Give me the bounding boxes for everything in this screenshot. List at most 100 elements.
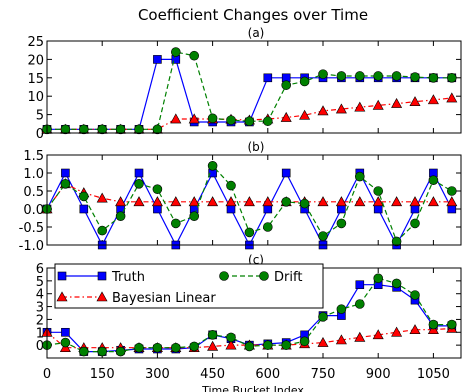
data-point (373, 204, 383, 214)
data-point (410, 290, 420, 300)
data-point (153, 55, 162, 64)
plot-frame (46, 40, 462, 134)
data-point (115, 346, 126, 357)
data-point (410, 218, 420, 229)
x-tick-label: 300 (145, 367, 170, 382)
data-point (134, 342, 144, 353)
data-point (447, 204, 457, 214)
data-point (373, 71, 384, 81)
data-point (133, 196, 145, 207)
data-point (115, 211, 126, 221)
data-point (79, 191, 89, 202)
data-point (372, 196, 384, 207)
data-point (207, 330, 218, 340)
data-point (189, 50, 199, 61)
legend-marker (97, 271, 107, 281)
y-tick-label: 1 (36, 326, 44, 341)
data-point (60, 124, 71, 135)
x-tick-label: 600 (255, 367, 280, 382)
data-point (446, 92, 458, 103)
data-point (244, 116, 255, 127)
data-point (225, 196, 237, 207)
data-point (335, 196, 347, 207)
data-point (428, 175, 439, 185)
data-point (335, 103, 347, 114)
data-point (170, 196, 182, 207)
data-point (152, 184, 163, 194)
data-point (262, 116, 273, 127)
data-point (409, 96, 421, 107)
data-point (97, 346, 107, 357)
y-tick-label: 1.0 (23, 167, 44, 182)
data-point (354, 171, 365, 182)
data-point (151, 196, 163, 207)
data-point (226, 332, 236, 343)
data-point (188, 113, 200, 124)
legend-label: Truth (111, 270, 145, 285)
data-point (299, 336, 310, 347)
data-point (317, 105, 329, 116)
data-point (354, 101, 366, 112)
y-tick-label: 6 (36, 262, 44, 277)
data-point (317, 196, 329, 207)
data-point (318, 312, 328, 322)
data-point (354, 331, 366, 342)
data-point (61, 327, 70, 337)
data-point (299, 109, 311, 120)
data-point (189, 211, 199, 221)
x-tick-label: 1050 (417, 367, 450, 382)
data-point (115, 196, 127, 207)
data-point (446, 73, 457, 83)
data-point (188, 196, 200, 207)
data-point (152, 342, 163, 353)
data-point (318, 231, 328, 241)
data-point (171, 342, 181, 353)
series-line-drift (47, 51, 452, 130)
y-tick-label: 10 (27, 90, 44, 105)
data-point (244, 227, 255, 238)
data-point (354, 299, 365, 309)
data-point (226, 180, 236, 191)
data-point (372, 329, 384, 340)
y-tick-label: -1.0 (19, 239, 44, 254)
panel-a: (a) 0 5 10 15 20 25 (27, 26, 462, 142)
data-point (280, 111, 292, 122)
y-tick-label: 15 (27, 72, 44, 87)
data-point (281, 340, 292, 350)
data-point (410, 204, 420, 214)
figure-title: Coefficient Changes over Time (138, 6, 368, 24)
data-point (373, 273, 384, 284)
legend-marker (57, 271, 67, 281)
y-tick-label: 25 (27, 35, 44, 50)
x-axis-label: Time Bucket Index (201, 384, 304, 392)
data-point (336, 218, 347, 229)
data-point (262, 340, 273, 350)
data-point (79, 346, 89, 357)
data-point (226, 115, 236, 125)
data-point (153, 204, 162, 214)
data-point (337, 204, 346, 214)
data-point (317, 336, 329, 347)
data-point (372, 99, 384, 110)
data-point (391, 278, 402, 289)
legend-marker (259, 271, 269, 281)
data-point (115, 124, 126, 135)
y-tick-label: 4 (36, 288, 44, 303)
data-point (134, 124, 144, 135)
data-point (409, 196, 421, 207)
legend-marker (96, 291, 108, 302)
data-point (170, 113, 182, 124)
data-point (134, 179, 144, 189)
data-point (391, 97, 403, 108)
data-point (354, 71, 365, 81)
data-point (281, 168, 291, 178)
legend-marker (56, 291, 68, 302)
panel-subtitle: (b) (248, 140, 265, 154)
panels: (a)0510152025(b)-1.0-0.50.00.51.01.5(c)0… (19, 26, 462, 382)
data-point (391, 326, 403, 337)
legend-marker (219, 271, 229, 281)
data-point (97, 124, 107, 135)
data-point (446, 186, 457, 196)
data-point (299, 198, 310, 209)
